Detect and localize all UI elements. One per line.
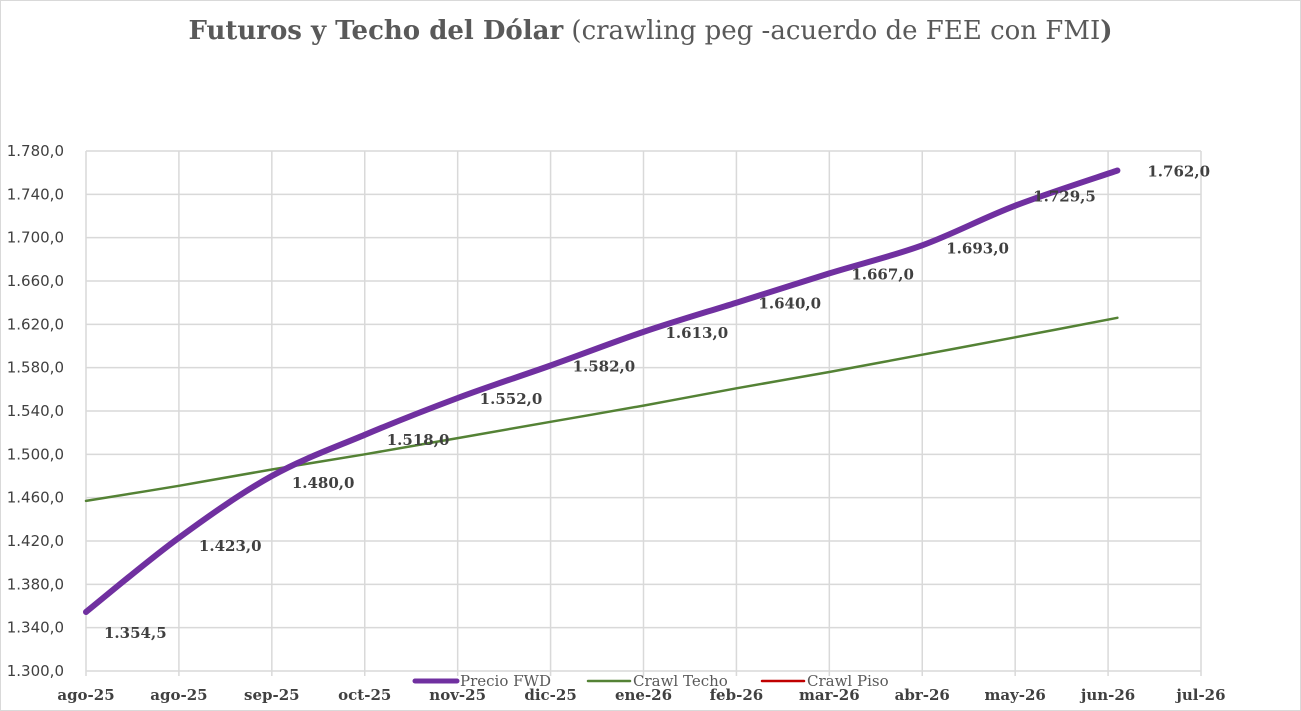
title-subtitle: (crawling peg -acuerdo de FEE con FMI [571,16,1101,46]
x-tick-label: jul-26 [1174,686,1225,704]
legend-label: Precio FWD [460,672,551,690]
title-close: ) [1100,16,1113,46]
y-tick-label: 1.540,0 [7,402,64,420]
data-label: 1.423,0 [199,537,262,555]
y-tick-label: 1.300,0 [7,662,64,680]
y-tick-label: 1.500,0 [7,445,64,463]
y-axis-ticks: 1.300,0 1.340,0 1.380,0 1.420,0 1.460,0 1.500… [7,142,64,680]
x-tick-label: jun-26 [1079,686,1135,704]
title-main: Futuros y Techo del Dólar [188,16,564,46]
data-label: 1.354,5 [104,624,167,642]
data-label: 1.613,0 [666,324,729,342]
data-label: 1.582,0 [573,358,636,376]
x-tick-label: nov-25 [429,686,486,704]
data-label: 1.762,0 [1147,163,1210,181]
legend-item-crawl-piso: Crawl Piso [760,672,889,690]
data-label: 1.729,5 [1033,188,1096,206]
legend: Precio FWD Crawl Techo Crawl Piso [412,672,889,690]
x-tick-label: ago-25 [150,686,207,704]
y-tick-label: 1.340,0 [7,619,64,637]
data-label-layer: 1.354,5 1.423,0 1.480,0 1.518,0 1.552,0 1.582… [104,163,1210,642]
y-tick-label: 1.380,0 [7,575,64,593]
data-label: 1.693,0 [946,239,1009,257]
legend-label: Crawl Piso [807,672,889,690]
y-tick-label: 1.780,0 [7,142,64,160]
series-line-crawl-techo [84,316,1119,503]
y-tick-label: 1.620,0 [7,315,64,333]
x-tick-label: dic-25 [524,686,576,704]
series-layer [83,167,1121,615]
x-tick-label: sep-25 [244,686,300,704]
series-line-precio-fwd [83,167,1121,615]
y-tick-label: 1.740,0 [7,185,64,203]
legend-item-precio-fwd: Precio FWD [412,672,551,690]
x-tick-label: oct-25 [338,686,391,704]
data-label: 1.667,0 [851,265,914,283]
y-tick-label: 1.580,0 [7,359,64,377]
x-tick-label: mar-26 [799,686,860,704]
y-tick-label: 1.700,0 [7,229,64,247]
data-label: 1.552,0 [480,390,543,408]
grid-layer [85,150,1202,676]
chart-title: Futuros y Techo del Dólar (crawling peg … [0,16,1301,46]
data-label: 1.480,0 [292,474,355,492]
legend-label: Crawl Techo [633,672,728,690]
x-axis-ticks: ago-25 ago-25 sep-25 oct-25 nov-25 dic-25 ene-… [57,686,1225,704]
x-tick-label: may-26 [984,686,1045,704]
y-tick-label: 1.460,0 [7,489,64,507]
y-tick-label: 1.660,0 [7,272,64,290]
x-tick-label: ene-26 [615,686,672,704]
legend-item-crawl-techo: Crawl Techo [586,672,728,690]
x-tick-label: abr-26 [895,686,950,704]
x-tick-label: ago-25 [57,686,114,704]
data-label: 1.640,0 [758,295,821,313]
x-tick-label: feb-26 [710,686,764,704]
data-label: 1.518,0 [387,431,450,449]
y-tick-label: 1.420,0 [7,532,64,550]
